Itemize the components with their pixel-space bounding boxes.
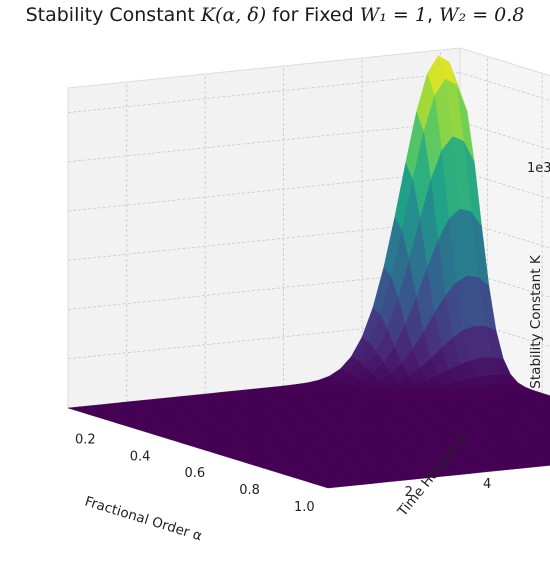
- y-tick-label: 4: [483, 477, 491, 492]
- axis-ticks: 0.20.40.60.81.02468100.00.20.40.60.81.01…: [75, 432, 491, 515]
- x-tick-label: 0.2: [75, 432, 96, 447]
- x-axis-label: Fractional Order α: [83, 494, 204, 545]
- surface: [67, 55, 550, 489]
- grid-line: [459, 121, 550, 150]
- grid-line: [459, 318, 550, 347]
- grid-line: [67, 318, 461, 360]
- z-offset-label: 1e37: [527, 161, 550, 176]
- x-tick-label: 1.0: [294, 500, 315, 515]
- x-tick-label: 0.6: [184, 466, 205, 481]
- grid-line: [459, 219, 550, 249]
- grid-line: [67, 269, 461, 310]
- grid-line: [67, 72, 461, 114]
- grid-line: [459, 269, 550, 298]
- z-axis-label: Stability Constant K: [528, 254, 544, 389]
- chart-title: Stability Constant K(α, δ) for Fixed W₁ …: [25, 4, 525, 26]
- x-tick-label: 0.8: [239, 483, 260, 498]
- grid-line: [459, 170, 550, 200]
- grid-line: [67, 170, 461, 212]
- grid-line: [459, 72, 550, 101]
- y-tick-label: 2: [405, 485, 413, 500]
- grid-line: [67, 121, 461, 163]
- x-tick-label: 0.4: [130, 449, 151, 464]
- surface-patch: [320, 484, 339, 489]
- grid-line: [67, 219, 461, 261]
